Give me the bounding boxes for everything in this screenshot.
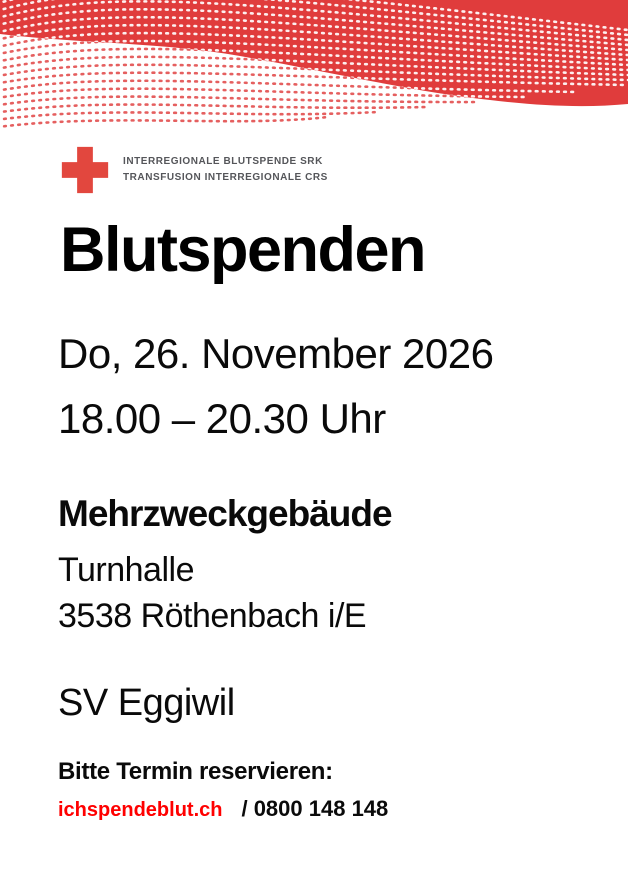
organization-name-line2: TRANSFUSION INTERREGIONALE CRS: [123, 172, 328, 183]
reservation-contact-row: ichspendeblut.ch / 0800 148 148: [58, 796, 389, 821]
reservation-label: Bitte Termin reservieren:: [58, 758, 333, 785]
event-time: 18.00 – 20.30 Uhr: [58, 395, 386, 442]
location-city: 3538 Röthenbach i/E: [58, 597, 367, 635]
header-wave-graphic: [0, 0, 628, 130]
page-title: Blutspenden: [60, 215, 427, 285]
organization-name: INTERREGIONALE BLUTSPENDE SRK TRANSFUSIO…: [123, 154, 328, 187]
event-date: Do, 26. November 2026: [58, 330, 494, 377]
location-building: Mehrzweckgebäude: [58, 493, 393, 534]
organization-logo: INTERREGIONALE BLUTSPENDE SRK TRANSFUSIO…: [60, 144, 328, 196]
phone-number: / 0800 148 148: [241, 796, 389, 821]
website-link[interactable]: ichspendeblut.ch: [58, 799, 223, 821]
red-cross-icon: [61, 146, 109, 194]
organization-name-line1: INTERREGIONALE BLUTSPENDE SRK: [123, 155, 323, 167]
location-room: Turnhalle: [58, 551, 194, 589]
organizer-name: SV Eggiwil: [58, 682, 235, 724]
